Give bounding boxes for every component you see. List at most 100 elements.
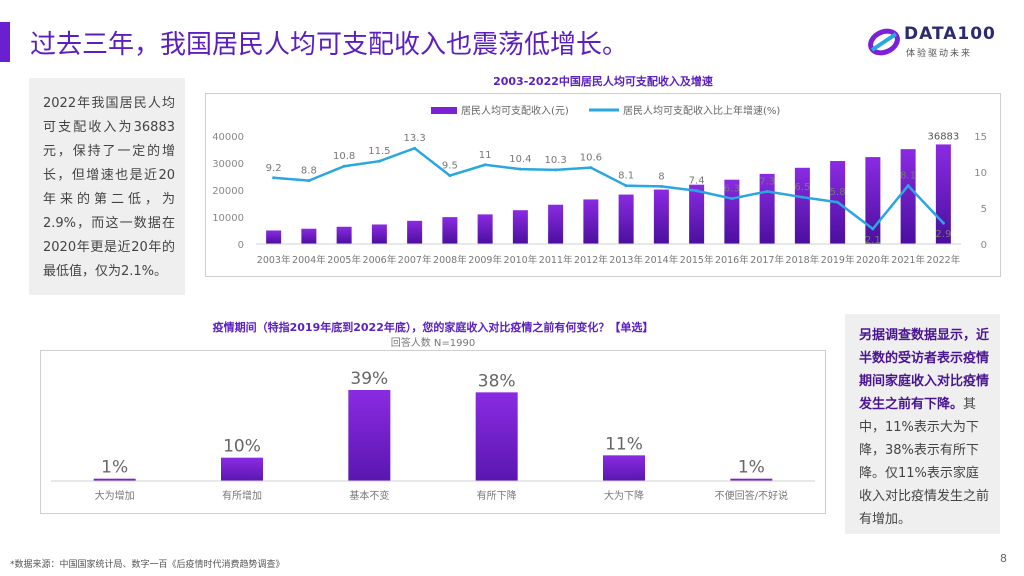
x-tick-label: 2007年 <box>398 254 432 266</box>
survey-bar-label: 39% <box>350 369 388 389</box>
survey-summary-note: 另据调查数据显示，近半数的受访者表示疫情期间家庭收入对比疫情发生之前有下降。其中… <box>845 314 1000 534</box>
survey-bar-label: 11% <box>605 434 643 454</box>
growth-point <box>483 163 487 167</box>
growth-point <box>589 166 593 170</box>
growth-point <box>765 189 769 193</box>
growth-label: 10.6 <box>580 153 602 164</box>
title-accent-bar <box>0 22 10 62</box>
legend-label-bar: 居民人均可支配收入(元) <box>461 104 569 117</box>
x-tick-label: 2008年 <box>433 254 467 266</box>
y-right-tick-label: 10 <box>974 168 987 179</box>
growth-point <box>377 159 381 163</box>
y-left-tick-label: 40000 <box>212 132 244 143</box>
survey-bar-label: 38% <box>478 371 516 391</box>
survey-bar <box>475 392 518 481</box>
growth-label: 2.1 <box>865 235 881 246</box>
income-bar <box>371 224 387 244</box>
growth-point <box>448 174 452 178</box>
income-bar <box>900 149 916 244</box>
income-chart: 居民人均可支配收入(元) 居民人均可支配收入比上年增速(%) 0 10000 20000… <box>212 104 987 266</box>
logo-mark-icon <box>868 28 900 56</box>
y-left-tick-label: 10000 <box>212 213 244 224</box>
y-right-tick-label: 5 <box>981 204 987 215</box>
growth-point <box>695 189 699 193</box>
income-chart-title: 2003-2022中国居民人均可支配收入及增速 <box>493 75 713 88</box>
survey-bar <box>348 390 391 481</box>
growth-label: 11 <box>479 150 492 161</box>
growth-point <box>554 168 558 172</box>
growth-point <box>518 167 522 171</box>
survey-bar <box>221 457 263 481</box>
x-tick-label: 2006年 <box>363 254 397 266</box>
survey-chart-subtitle: 回答人数 N=1990 <box>390 338 476 349</box>
x-tick-label: 2021年 <box>891 254 925 266</box>
growth-label: 8.1 <box>900 171 916 182</box>
income-bar <box>477 214 493 244</box>
income-summary-note: 2022年我国居民人均可支配收入为36883元，保持了一定的增长，但增速也是近2… <box>29 78 185 295</box>
growth-label: 11.5 <box>368 146 390 157</box>
growth-label: 2.9 <box>935 229 951 240</box>
bar-value-label: 36883 <box>927 131 959 142</box>
growth-label: 6.3 <box>724 184 740 195</box>
growth-label: 6.5 <box>794 182 810 193</box>
x-tick-label: 2015年 <box>680 254 714 266</box>
growth-point <box>624 184 628 188</box>
page-title: 过去三年，我国居民人均可支配收入也震荡低增长。 <box>30 30 629 60</box>
y-left-tick-label: 0 <box>238 240 244 251</box>
growth-label: 8.8 <box>301 166 317 177</box>
survey-bar <box>93 478 136 481</box>
survey-bar <box>603 455 645 481</box>
legend-swatch-bar <box>431 107 457 114</box>
income-bar <box>266 230 282 244</box>
income-bar <box>407 220 423 244</box>
income-bar <box>618 194 634 244</box>
growth-label: 9.5 <box>442 161 458 172</box>
x-tick-label: 2016年 <box>715 254 749 266</box>
y-right-tick-label: 0 <box>981 240 987 251</box>
survey-chart: 1% 大为增加 10% 有所增加 39% 基本不变 38% 有所下降 11% 大为下降 1% 不便回答… <box>51 369 815 502</box>
income-bar <box>512 210 528 244</box>
logo-text: DATA100 <box>904 24 996 44</box>
income-bar <box>724 179 740 244</box>
income-bar <box>794 167 810 244</box>
income-bar <box>301 228 317 244</box>
survey-category-label: 不便回答/不好说 <box>715 489 788 502</box>
x-tick-label: 2005年 <box>327 254 361 266</box>
x-tick-label: 2022年 <box>927 254 961 266</box>
page-number: 8 <box>1000 552 1007 565</box>
growth-point <box>413 146 417 150</box>
growth-point <box>730 197 734 201</box>
growth-label: 10.3 <box>544 155 566 166</box>
growth-point <box>906 184 910 188</box>
growth-point <box>941 221 945 225</box>
growth-point <box>800 195 804 199</box>
survey-category-label: 大为增加 <box>95 489 135 502</box>
income-bar <box>689 184 705 244</box>
growth-label: 10.8 <box>333 151 355 162</box>
survey-bar <box>730 478 773 481</box>
growth-label: 10.4 <box>509 154 531 165</box>
growth-label: 13.3 <box>403 133 425 144</box>
x-tick-label: 2017年 <box>750 254 784 266</box>
y-right-tick-label: 15 <box>974 132 987 143</box>
growth-point <box>307 179 311 183</box>
income-bar <box>865 157 881 244</box>
data-source: *数据来源：中国国家统计局、数字一百《后疫情时代消费趋势调查》 <box>10 560 285 570</box>
y-left-tick-label: 20000 <box>212 186 244 197</box>
y-left-tick-label: 30000 <box>212 159 244 170</box>
survey-category-label: 大为下降 <box>604 489 644 502</box>
growth-label: 9.2 <box>266 163 282 174</box>
x-tick-label: 2020年 <box>856 254 890 266</box>
x-tick-label: 2003年 <box>257 254 291 266</box>
growth-point <box>836 200 840 204</box>
growth-label: 7.4 <box>689 176 705 187</box>
survey-category-label: 有所增加 <box>222 489 262 502</box>
x-tick-label: 2010年 <box>504 254 538 266</box>
survey-summary-text: 另据调查数据显示，近半数的受访者表示疫情期间家庭收入对比疫情发生之前有下降。其中… <box>859 324 989 531</box>
x-tick-label: 2011年 <box>539 254 573 266</box>
income-bar <box>336 226 352 244</box>
survey-chart-title: 疫情期间（特指2019年底到2022年底），您的家庭收入对比疫情之前有何变化？【… <box>212 321 654 334</box>
income-bar <box>442 217 458 244</box>
growth-point <box>871 227 875 231</box>
survey-chart-frame: 1% 大为增加 10% 有所增加 39% 基本不变 38% 有所下降 11% 大为下降 1% 不便回答… <box>40 350 826 514</box>
